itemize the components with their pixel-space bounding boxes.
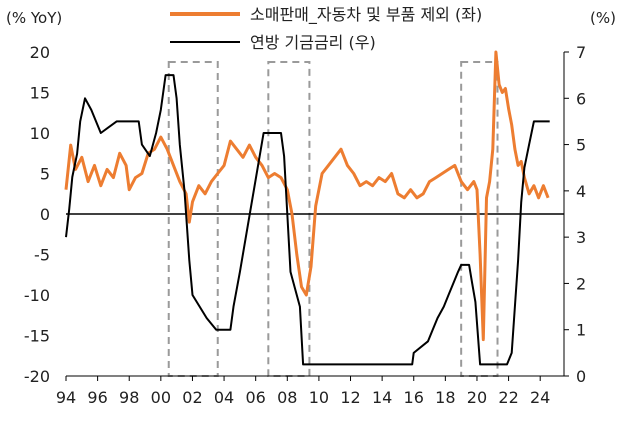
x-tick-label: 04 [214, 388, 234, 407]
fed-funds-rate-line [65, 74, 550, 366]
right-tick-label: 5 [576, 136, 586, 155]
x-tick-label: 02 [182, 388, 202, 407]
x-tick-label: 06 [245, 388, 265, 407]
x-tick-label: 08 [277, 388, 297, 407]
x-tick-label: 24 [530, 388, 550, 407]
legend-label: 연방 기금금리 (우) [250, 33, 376, 52]
right-tick-label: 7 [576, 43, 586, 62]
x-tick-label: 10 [309, 388, 329, 407]
legend: 소매판매_자동차 및 부품 제외 (좌) 연방 기금금리 (우) [170, 5, 482, 52]
x-tick-label: 22 [498, 388, 518, 407]
left-tick-label: 0 [40, 205, 50, 224]
recession-box [267, 61, 311, 377]
left-tick-label: 20 [30, 43, 50, 62]
x-tick-label: 94 [56, 388, 76, 407]
x-tick-label: 20 [467, 388, 487, 407]
left-tick-label: -15 [24, 327, 50, 346]
left-tick-label: -5 [34, 246, 50, 265]
left-tick-label: 10 [30, 124, 50, 143]
x-tick-label: 12 [340, 388, 360, 407]
x-tick-label: 96 [87, 388, 107, 407]
x-tick-label: 16 [404, 388, 424, 407]
series-layer [64, 50, 550, 366]
x-tick-label: 98 [119, 388, 139, 407]
legend-label: 소매판매_자동차 및 부품 제외 (좌) [250, 5, 482, 25]
left-tick-label: 5 [40, 165, 50, 184]
right-axis-unit-label: (%) [590, 9, 616, 27]
left-tick-label: -10 [24, 286, 50, 305]
axes-layer: (% YoY) (%) 20151050-5-10-15-20765432109… [6, 9, 616, 407]
right-tick-label: 6 [576, 89, 586, 108]
right-tick-label: 1 [576, 321, 586, 340]
x-tick-label: 14 [372, 388, 392, 407]
left-tick-label: -20 [24, 367, 50, 386]
left-tick-label: 15 [30, 84, 50, 103]
recession-box [460, 61, 499, 377]
left-axis-unit-label: (% YoY) [6, 9, 62, 27]
right-tick-label: 0 [576, 367, 586, 386]
x-tick-label: 18 [435, 388, 455, 407]
right-tick-label: 2 [576, 274, 586, 293]
right-tick-label: 4 [576, 182, 586, 201]
retail-sales-line [64, 50, 550, 342]
recession-box [167, 61, 219, 377]
right-tick-label: 3 [576, 228, 586, 247]
x-tick-label: 00 [151, 388, 171, 407]
